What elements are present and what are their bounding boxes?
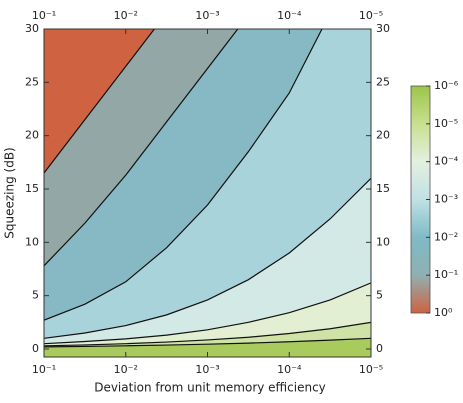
colorbar-tick-label: 10⁻¹ (434, 268, 458, 281)
y-tick-label: 15 (25, 182, 39, 195)
y-tick-label-right: 10 (376, 235, 390, 248)
y-tick-label-right: 25 (376, 75, 390, 88)
y-tick-label-right: 5 (376, 289, 383, 302)
y-tick-label: 10 (25, 235, 39, 248)
colorbar-tick-label: 10⁰ (434, 306, 453, 319)
colorbar-tick-label: 10⁻⁶ (434, 79, 459, 92)
contour-line (44, 29, 323, 321)
contour-line (44, 282, 371, 345)
y-tick-label: 30 (25, 22, 39, 35)
x-axis-title: Deviation from unit memory efficiency (94, 381, 326, 395)
x-tick-label: 10⁻⁵ (359, 363, 383, 376)
contour-line (44, 29, 156, 174)
x-tick-label-top: 10⁻³ (195, 9, 219, 22)
x-tick-label: 10⁻² (114, 363, 138, 376)
x-tick-label: 10⁻³ (195, 363, 219, 376)
contour-line (44, 177, 371, 339)
x-tick-label-top: 10⁻⁵ (359, 9, 383, 22)
y-tick-label: 5 (32, 289, 39, 302)
y-tick-label-right: 30 (376, 22, 390, 35)
contour-line (44, 337, 371, 348)
y-tick-label: 0 (32, 342, 39, 355)
plot-area (44, 29, 371, 357)
x-tick-label-top: 10⁻² (114, 9, 138, 22)
contour-fill (44, 29, 371, 357)
y-axis-title: Squeezing (dB) (3, 147, 17, 239)
contour-line (44, 321, 371, 347)
contour-fill (44, 29, 371, 357)
colorbar-tick-label: 10⁻³ (434, 193, 458, 206)
colorbar-tick-label: 10⁻² (434, 230, 458, 243)
y-tick-label-right: 0 (376, 342, 383, 355)
colorbar-tick-label: 10⁻⁵ (434, 117, 458, 130)
y-tick-label-right: 20 (376, 129, 390, 142)
y-tick-label: 25 (25, 75, 39, 88)
x-tick-label-top: 10⁻⁴ (277, 9, 302, 22)
x-tick-label: 10⁻⁴ (277, 363, 302, 376)
y-tick-label: 20 (25, 129, 39, 142)
colorbar-tick-label: 10⁻⁴ (434, 155, 459, 168)
y-tick-label-right: 15 (376, 182, 390, 195)
x-tick-label: 10⁻¹ (32, 363, 56, 376)
contour-line (44, 29, 239, 267)
x-tick-label-top: 10⁻¹ (32, 9, 56, 22)
